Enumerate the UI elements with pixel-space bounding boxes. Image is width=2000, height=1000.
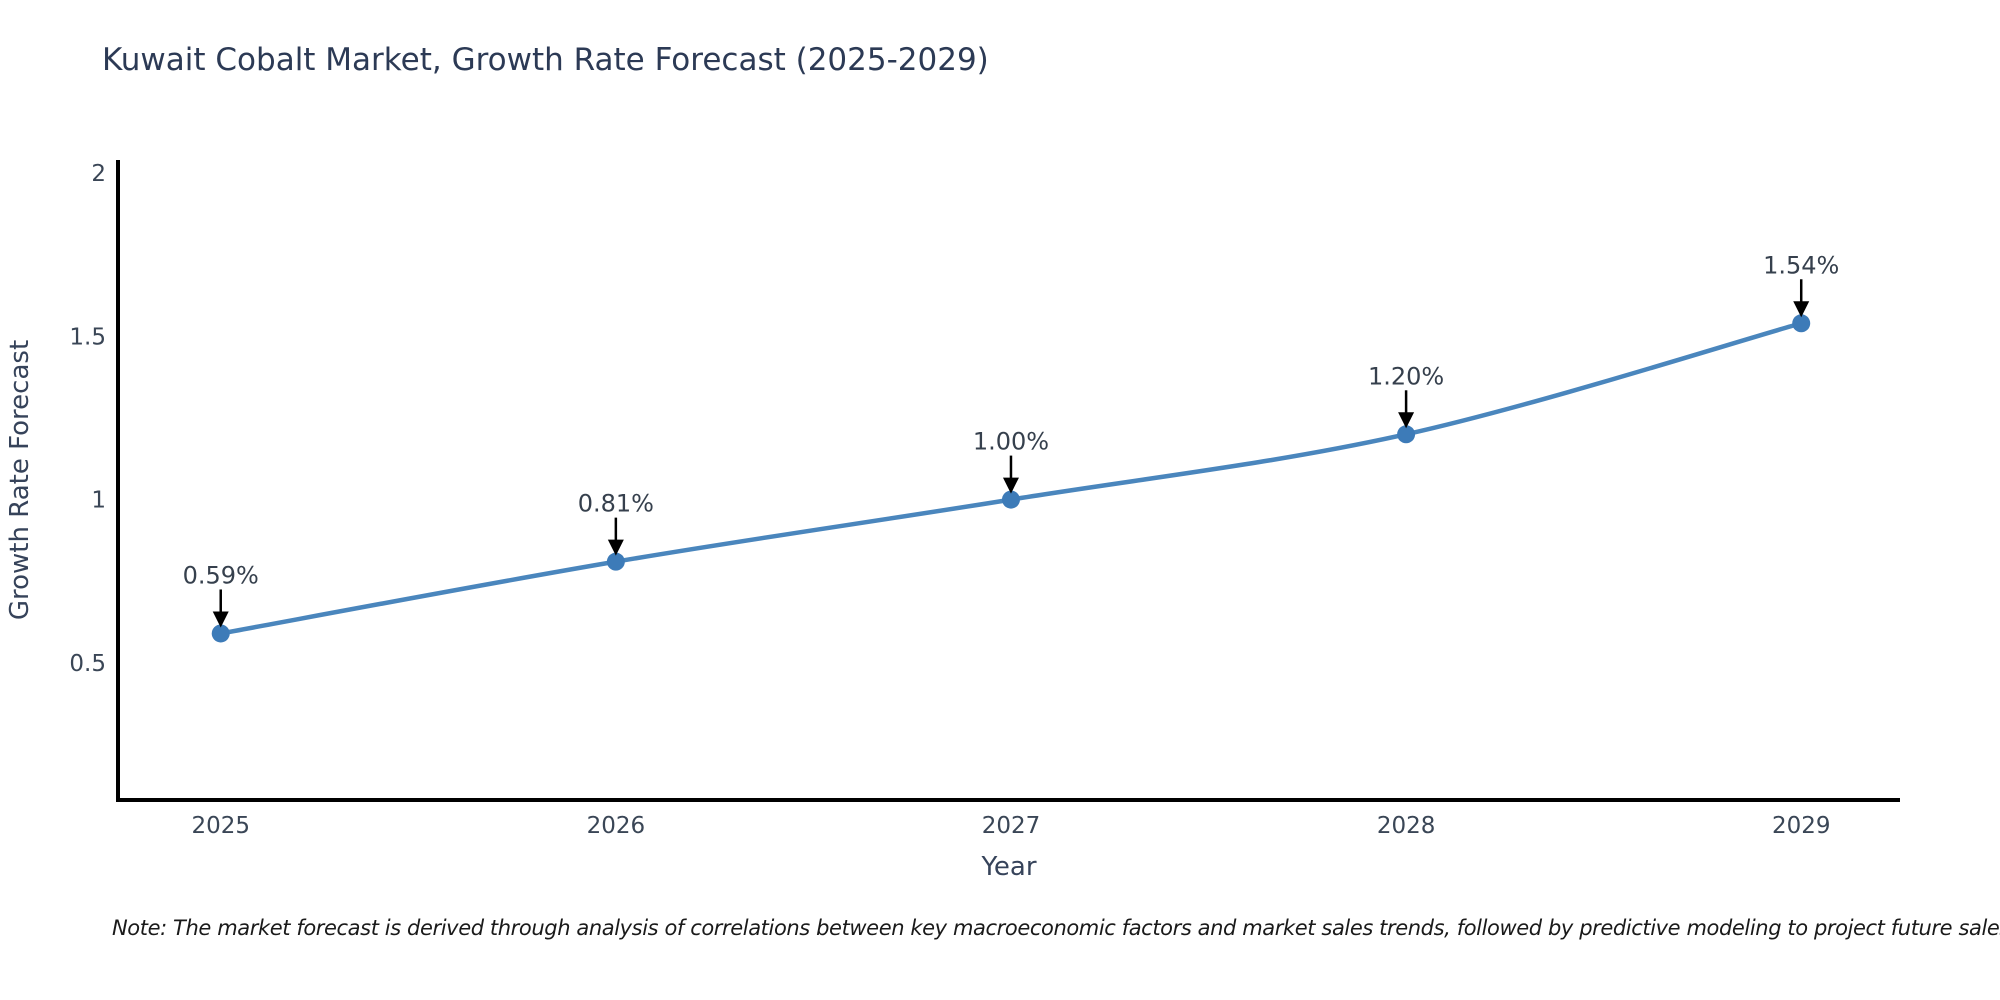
chart-title: Kuwait Cobalt Market, Growth Rate Foreca… — [102, 42, 989, 78]
data-point-marker — [1792, 314, 1811, 333]
x-axis-title: Year — [980, 852, 1036, 882]
y-tick-label: 2 — [91, 161, 106, 187]
x-tick-label: 2027 — [982, 813, 1041, 839]
x-tick-label: 2026 — [587, 813, 646, 839]
data-point-label: 1.00% — [973, 428, 1049, 456]
data-point-marker — [211, 624, 230, 643]
data-point-marker — [1397, 425, 1416, 444]
data-point-label: 1.54% — [1763, 251, 1839, 279]
data-point-label: 0.59% — [183, 561, 259, 589]
y-tick-label: 0.5 — [69, 651, 106, 677]
annotation-arrowhead-icon — [607, 539, 624, 556]
x-tick-label: 2025 — [191, 813, 250, 839]
data-point-marker — [606, 552, 625, 571]
data-point-label: 0.81% — [578, 490, 654, 518]
data-point-marker — [1001, 490, 1020, 509]
data-point-label: 1.20% — [1368, 362, 1444, 390]
y-tick-label: 1 — [91, 488, 106, 514]
y-axis-title: Growth Rate Forecast — [5, 340, 35, 620]
annotation-arrowhead-icon — [1002, 477, 1019, 494]
annotation-arrowhead-icon — [1793, 301, 1810, 318]
annotation-arrowhead-icon — [212, 611, 229, 628]
x-tick-label: 2029 — [1772, 813, 1831, 839]
annotation-arrowhead-icon — [1398, 412, 1415, 429]
x-tick-label: 2028 — [1377, 813, 1436, 839]
y-tick-label: 1.5 — [69, 324, 106, 350]
footnote: Note: The market forecast is derived thr… — [112, 916, 2000, 940]
